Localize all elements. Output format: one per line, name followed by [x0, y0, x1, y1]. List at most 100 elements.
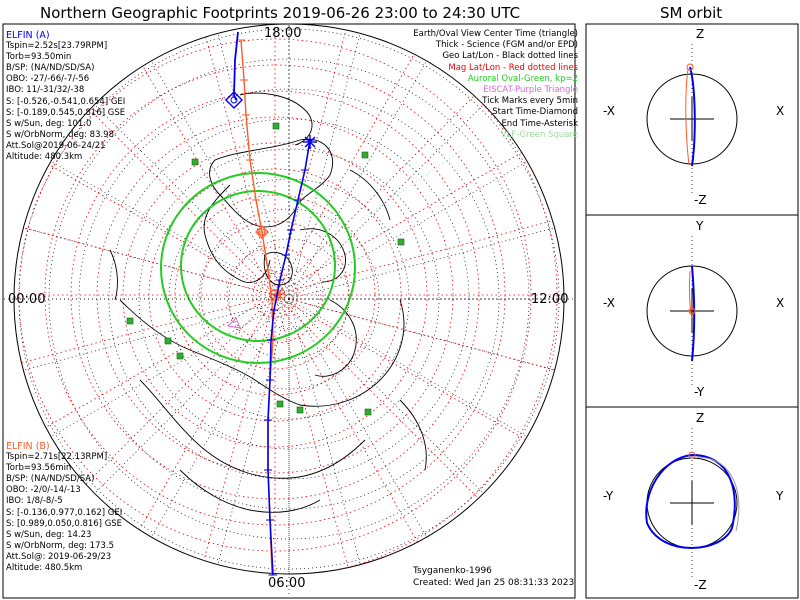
- elfin_a-line: Tspin=2.52s[23.79RPM]: [6, 41, 108, 52]
- legend-entry: Tick Marks every 5min: [482, 96, 578, 107]
- mag-lat-circle: [14, 24, 558, 574]
- auroral-oval-outer: [160, 172, 356, 364]
- orbit-a: [691, 265, 696, 362]
- geo-lat-circle: [258, 268, 320, 330]
- elfin_a-line: S w/OrbNorm, deg: 83.98: [6, 129, 115, 140]
- legend-entry: Start Time-Diamond: [492, 107, 578, 118]
- vlf-square: [191, 158, 199, 166]
- orbit-a: [689, 66, 696, 167]
- vlf-square: [361, 151, 369, 159]
- created-credit: Created: Wed Jan 25 08:31:33 2023: [413, 578, 575, 588]
- hour-label-right: 12:00: [531, 292, 569, 307]
- chart-title: Northern Geographic Footprints 2019-06-2…: [40, 4, 521, 22]
- orbit-frame: [585, 23, 799, 599]
- geo-lat-circle: [78, 88, 500, 510]
- legend-entry: Auroral Oval-Green, kp=2: [467, 73, 578, 84]
- mag-lat-circle: [226, 246, 324, 344]
- elfin-b-info: ELFIN (B) Tspin=2.71s[22.13RPM] Torb=93.56…: [6, 441, 122, 574]
- orbit-b-shadow: [696, 456, 740, 532]
- mag-lon-line: [274, 294, 502, 522]
- legend-entry: Earth/Oval View Center Time (triangle): [413, 29, 578, 39]
- panel2-top: Y: [696, 219, 704, 233]
- hour-label-left: 00:00: [8, 292, 46, 307]
- geo-lat-circle: [18, 28, 560, 570]
- mag-lon-line: [274, 134, 553, 296]
- elfin-b-start-diamond: [255, 225, 269, 239]
- elfin_b-line: S w/Sun, deg: 14.23: [6, 529, 92, 540]
- elfin_b-header: ELFIN (B): [6, 441, 50, 452]
- elfin_a-line: IBO: 11/-31/32/-38: [6, 85, 85, 96]
- elfin_b-line: S: [-0.136,0.977,0.162] GEI: [6, 507, 123, 518]
- orbit-b-marker: [688, 307, 696, 315]
- vlf-square: [296, 406, 304, 414]
- panel2-left: -X: [603, 296, 615, 310]
- legend-entry: End Time-Asterisk: [501, 118, 578, 129]
- geo-lat-circle: [138, 148, 440, 450]
- mag-lon-line: [191, 294, 276, 574]
- coastline: [263, 251, 293, 286]
- elfin_a-line: OBO: -27/-66/-7/-56: [6, 74, 90, 85]
- mag-lon-line: [274, 294, 436, 573]
- panel3-left: -Y: [603, 489, 614, 503]
- orbit-b: [685, 68, 690, 166]
- orbit-b-marker: [686, 63, 694, 71]
- vlf-square: [276, 400, 284, 408]
- orbit-title: SM orbit: [660, 4, 723, 22]
- panel1-right: X: [776, 104, 785, 118]
- elfin_a-line: Altitude: 480.3km: [6, 152, 83, 163]
- legend-entry: VLF-Green Square: [500, 129, 578, 140]
- orbit-a: [645, 454, 736, 549]
- mag-lat-circle: [200, 220, 350, 370]
- eiscat-triangle: [226, 317, 241, 329]
- mag-lon-line: [191, 24, 276, 296]
- mag-lon-line: [274, 294, 359, 574]
- coastline: [119, 299, 405, 407]
- panel1-top: Z: [696, 27, 705, 41]
- vlf-square: [176, 352, 184, 360]
- mag-lon-line: [274, 68, 502, 296]
- mag-lat-circle: [18, 38, 532, 552]
- model-credit: Tsyganenko-1996: [413, 566, 492, 576]
- panel3-top: Z: [696, 411, 705, 425]
- auroral-oval-inner: [180, 190, 336, 342]
- coastline: [109, 249, 118, 301]
- panel2-right: X: [776, 296, 785, 310]
- mag-lon-line: [48, 294, 276, 522]
- vlf-square: [272, 122, 280, 130]
- elfin-a-start-marker: [230, 96, 238, 104]
- mag-lat-circle: [252, 272, 298, 318]
- panel1-bottom: -Z: [694, 193, 707, 207]
- elfin_b-line: OBO: -2/0/-14/-13: [6, 485, 81, 496]
- coastline: [239, 92, 313, 146]
- elfin_a-line: B/SP: (NA/ND/SD/SA): [6, 63, 95, 74]
- elfin_b-line: S w/OrbNorm, deg: 173.5: [6, 540, 115, 551]
- orbit-b: [688, 270, 693, 318]
- hour-label-top: 18:00: [264, 26, 302, 41]
- mag-lon-line: [274, 294, 564, 379]
- panel2-bottom: -Y: [694, 385, 705, 399]
- panel3-bottom: -Z: [694, 578, 707, 592]
- legend-entry: Mag Lat/Lon - Red dotted lines: [448, 62, 578, 73]
- mag-lon-line: [274, 24, 359, 296]
- mag-lon-line: [114, 294, 276, 573]
- elfin_b-line: B/SP: (NA/ND/SD/SA): [6, 474, 95, 485]
- coastline: [399, 399, 427, 471]
- panel3-right: Y: [776, 489, 784, 503]
- coastline: [349, 169, 391, 221]
- legend-entry: EISCAT-Purple Triangle: [483, 85, 578, 96]
- coastline: [139, 379, 366, 479]
- legend-entry: Geo Lat/Lon - Black dotted lines: [442, 51, 578, 62]
- elfin-a-end-asterisk: [304, 136, 316, 148]
- panel1-left: -X: [603, 104, 615, 118]
- elfin_a-line: S w/Sun, deg: 101.0: [6, 118, 92, 129]
- mag-lon-line: [274, 294, 553, 456]
- coastlines: [109, 92, 427, 513]
- elfin_b-line: Att.Sol@: 2019-06-29/23: [6, 551, 112, 562]
- mag-lon-line: [274, 24, 436, 296]
- mag-lat-circle: [96, 116, 454, 474]
- legend: Earth/Oval View Center Time (triangle) Th…: [413, 29, 578, 141]
- elfin_b-line: Torb=93.56min: [6, 463, 72, 474]
- mag-lon-line: [274, 211, 564, 296]
- orbit-b-marker: [688, 451, 696, 459]
